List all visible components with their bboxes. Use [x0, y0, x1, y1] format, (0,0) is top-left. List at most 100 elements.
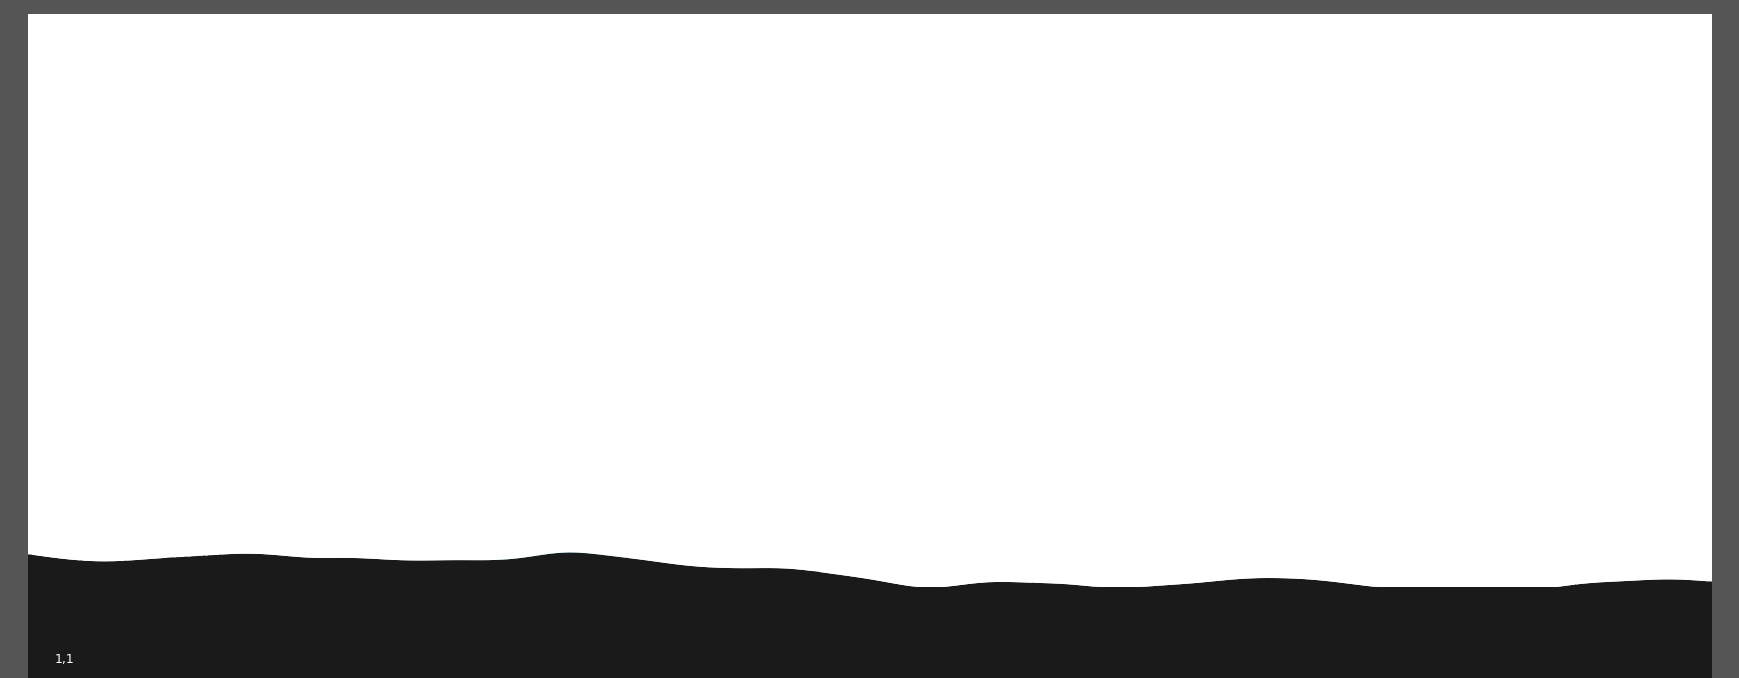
- Text: 0: 0: [1558, 506, 1567, 521]
- Text: 51: 51: [736, 506, 755, 521]
- Text: 1: 1: [1151, 506, 1162, 521]
- Polygon shape: [0, 0, 1739, 587]
- Polygon shape: [0, 553, 1739, 678]
- Text: 1,020: 1,020: [70, 366, 117, 381]
- Text: 0: 0: [1287, 333, 1297, 348]
- Text: 1,020: 1,020: [163, 333, 212, 348]
- Text: 0: 0: [1423, 473, 1433, 488]
- Text: 80: 80: [466, 366, 485, 381]
- Text: At least: At least: [50, 224, 104, 238]
- Text: $0: $0: [1548, 267, 1567, 282]
- Text: 7: 7: [1229, 212, 1240, 228]
- Text: 78: 78: [466, 333, 485, 348]
- Text: 1,040: 1,040: [70, 399, 117, 414]
- Text: 0: 0: [1151, 399, 1162, 414]
- Text: Wage Bracket Method Tables for Income Tax Withholding: Wage Bracket Method Tables for Income Ta…: [334, 56, 1405, 89]
- Text: 1,060: 1,060: [163, 399, 212, 414]
- Text: 1,100: 1,100: [70, 506, 117, 521]
- Text: 0: 0: [1423, 547, 1433, 562]
- Text: 11: 11: [1007, 399, 1026, 414]
- Bar: [1711, 0, 1739, 678]
- Text: 25: 25: [871, 366, 890, 381]
- Text: 0: 0: [1287, 506, 1297, 521]
- Text: 85: 85: [466, 440, 485, 455]
- Text: 1,000: 1,000: [70, 333, 117, 348]
- Text: $19: $19: [861, 267, 890, 282]
- Bar: [0, 0, 1739, 14]
- Text: The amount of income tax to be withheld is—: The amount of income tax to be withheld …: [812, 241, 1116, 254]
- Text: $980: $980: [169, 267, 212, 282]
- Text: 0: 0: [1694, 366, 1702, 381]
- Text: 66: 66: [600, 440, 621, 455]
- Text: 0: 0: [1151, 333, 1162, 348]
- Text: 5: 5: [960, 212, 970, 228]
- Text: 0: 0: [1423, 399, 1433, 414]
- Text: 94: 94: [330, 300, 350, 315]
- Text: 99: 99: [330, 366, 350, 381]
- Text: 1,160: 1,160: [163, 580, 212, 595]
- Text: 17: 17: [1007, 506, 1026, 521]
- Text: 1,060: 1,060: [70, 440, 117, 455]
- Text: 1,120: 1,120: [70, 547, 117, 562]
- Text: 0: 0: [1287, 473, 1297, 488]
- Text: $92: $92: [320, 267, 350, 282]
- Text: 0: 0: [282, 212, 292, 228]
- Text: 90: 90: [466, 506, 485, 521]
- Text: 42: 42: [736, 366, 755, 381]
- Text: 0: 0: [1558, 399, 1567, 414]
- Text: 61: 61: [600, 366, 621, 381]
- Text: 5: 5: [1017, 300, 1026, 315]
- Text: 0: 0: [1558, 473, 1567, 488]
- Text: 1,120: 1,120: [163, 506, 212, 521]
- Text: 0: 0: [1423, 366, 1433, 381]
- Text: 0: 0: [1694, 399, 1702, 414]
- Text: 0: 0: [1287, 366, 1297, 381]
- Text: 0: 0: [1558, 333, 1567, 348]
- Text: (For Wages Paid through December 31, 2018): (For Wages Paid through December 31, 201…: [694, 142, 1045, 157]
- Text: 10: 10: [1631, 212, 1652, 228]
- Polygon shape: [0, 552, 1739, 678]
- Text: 0: 0: [1423, 506, 1433, 521]
- Text: BIWEEKLY: BIWEEKLY: [828, 103, 967, 127]
- Text: 0: 0: [1694, 440, 1702, 455]
- Text: 4: 4: [824, 212, 835, 228]
- Text: $0: $0: [1412, 267, 1433, 282]
- Text: 63: 63: [600, 399, 621, 414]
- Text: 23: 23: [871, 333, 890, 348]
- Bar: [30, 324, 1709, 357]
- Text: 0: 0: [1423, 300, 1433, 315]
- Text: $0: $0: [1278, 267, 1297, 282]
- Text: 0: 0: [1151, 366, 1162, 381]
- Text: 56: 56: [600, 300, 621, 315]
- Text: 97: 97: [330, 333, 350, 348]
- Text: 106: 106: [320, 473, 350, 488]
- Text: 1,040: 1,040: [163, 366, 212, 381]
- Text: 44: 44: [736, 399, 755, 414]
- Text: 27: 27: [871, 399, 890, 414]
- Bar: [823, 101, 970, 129]
- Text: 29: 29: [871, 440, 890, 455]
- Bar: [0, 0, 28, 678]
- Text: 15: 15: [1007, 473, 1026, 488]
- Text: 33: 33: [871, 506, 890, 521]
- Text: 1,140: 1,140: [163, 547, 212, 562]
- Text: 109: 109: [320, 506, 350, 521]
- Text: 9: 9: [1501, 212, 1511, 228]
- Text: 0: 0: [1694, 300, 1702, 315]
- Text: 1,080: 1,080: [70, 473, 117, 488]
- Text: 0: 0: [1151, 440, 1162, 455]
- Text: 980: 980: [85, 300, 117, 315]
- Text: 31: 31: [871, 473, 890, 488]
- Text: 13: 13: [1007, 440, 1026, 455]
- Text: 0: 0: [1287, 399, 1297, 414]
- Text: 3: 3: [689, 212, 699, 228]
- Text: 0: 0: [1694, 333, 1702, 348]
- Text: 6: 6: [1096, 212, 1104, 228]
- Text: 0: 0: [1423, 333, 1433, 348]
- Text: 0: 0: [1694, 547, 1702, 562]
- Text: 1,080: 1,080: [163, 440, 212, 455]
- Text: 1,100: 1,100: [163, 473, 212, 488]
- Text: 54: 54: [736, 547, 755, 562]
- Text: $35: $35: [727, 267, 755, 282]
- Text: $960: $960: [75, 267, 117, 282]
